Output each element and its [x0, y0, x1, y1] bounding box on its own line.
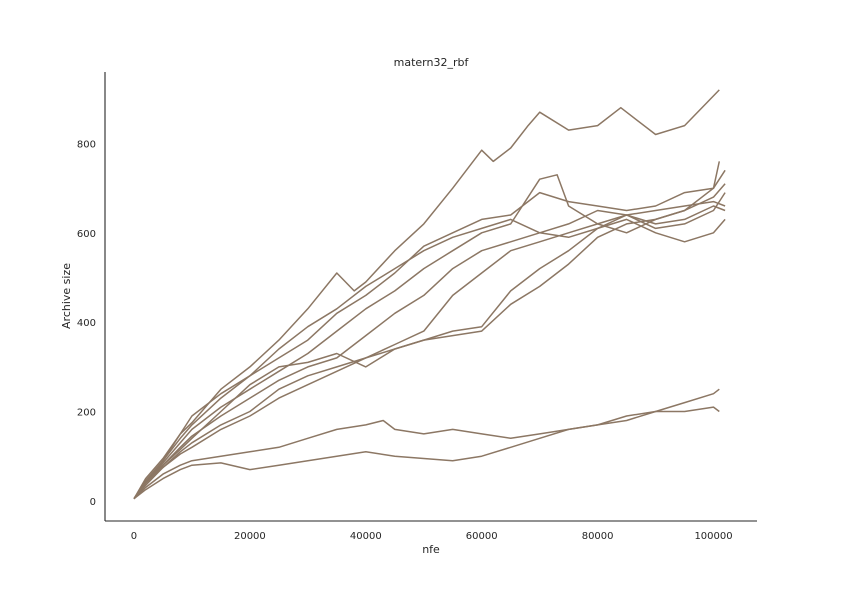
x-tick-label: 60000 — [466, 531, 498, 542]
series-line-1 — [133, 89, 720, 500]
series-layer — [133, 89, 726, 500]
series-line-5 — [133, 205, 726, 500]
x-tick-label: 0 — [131, 531, 137, 542]
y-tick-label: 800 — [77, 139, 96, 150]
series-line-6 — [133, 192, 726, 500]
series-line-3 — [133, 200, 726, 500]
series-line-9 — [133, 406, 720, 500]
x-tick-label: 20000 — [234, 531, 266, 542]
x-tick-labels: 0 20000 40000 60000 80000 100000 — [131, 531, 733, 542]
x-tick-label: 80000 — [582, 531, 614, 542]
x-tick-label: 100000 — [694, 531, 732, 542]
y-tick-label: 400 — [77, 318, 96, 329]
y-tick-label: 200 — [77, 408, 96, 419]
chart-title: matern32_rbf — [394, 56, 470, 69]
y-tick-label: 0 — [90, 497, 96, 508]
series-line-7 — [133, 183, 726, 500]
y-tick-labels: 0 200 400 600 800 — [77, 139, 96, 507]
y-axis-label: Archive size — [60, 263, 73, 329]
x-tick-label: 40000 — [350, 531, 382, 542]
series-line-4 — [133, 161, 721, 500]
series-line-10 — [133, 388, 720, 500]
y-tick-label: 600 — [77, 229, 96, 240]
series-line-8 — [133, 218, 726, 500]
x-axis-label: nfe — [422, 543, 440, 556]
